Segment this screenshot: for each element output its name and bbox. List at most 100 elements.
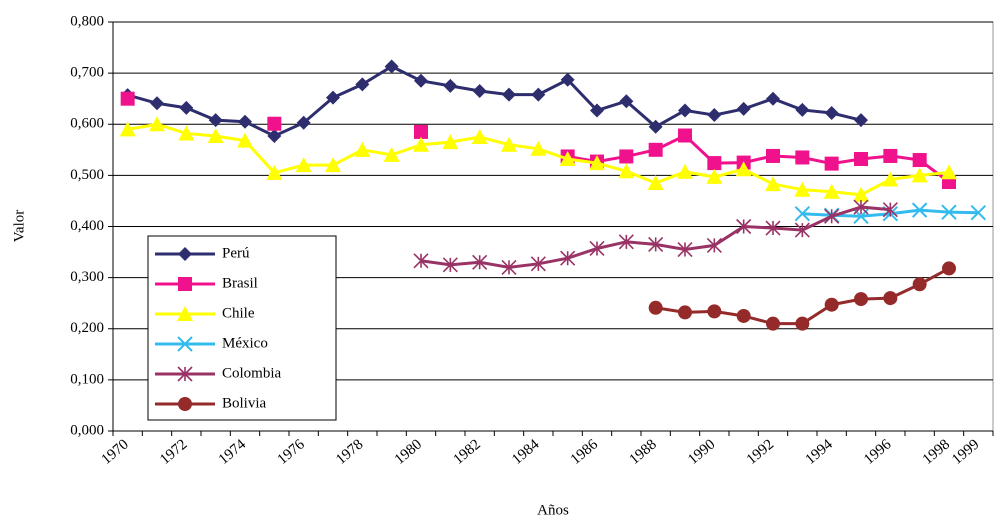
marker: [706, 237, 722, 253]
x-tick-label: 1976: [275, 436, 309, 468]
marker: [559, 151, 576, 167]
marker: [854, 292, 868, 307]
x-tick-label: 1990: [685, 436, 718, 468]
marker: [824, 156, 839, 171]
marker: [911, 167, 928, 183]
marker: [149, 116, 165, 132]
marker: [912, 277, 927, 292]
x-tick-label: 1972: [157, 436, 190, 468]
marker: [531, 87, 546, 102]
marker: [766, 91, 780, 106]
marker: [795, 316, 810, 331]
marker: [795, 102, 810, 117]
marker: [941, 164, 957, 180]
marker: [736, 101, 751, 116]
marker: [736, 218, 752, 235]
marker: [823, 183, 840, 199]
x-tick-label: 1986: [568, 436, 602, 468]
marker: [766, 148, 780, 163]
marker: [854, 113, 868, 128]
marker: [502, 87, 516, 102]
marker: [179, 100, 194, 115]
x-tick-label: 1999: [949, 436, 982, 468]
marker: [707, 304, 722, 319]
marker: [824, 297, 839, 312]
y-tick-label: 0,000: [70, 422, 104, 438]
marker: [177, 306, 193, 321]
y-tick-label: 0,200: [70, 320, 104, 336]
marker: [854, 152, 868, 167]
marker: [178, 277, 192, 291]
marker: [706, 168, 723, 184]
x-tick-label: 1994: [803, 436, 837, 468]
x-tick-label: 1980: [392, 436, 425, 468]
marker: [678, 305, 692, 320]
marker: [237, 132, 253, 148]
marker: [677, 241, 693, 258]
marker: [648, 142, 663, 157]
legend-label: México: [222, 335, 268, 351]
y-tick-label: 0,800: [70, 13, 104, 29]
x-tick-label: 1974: [216, 436, 250, 468]
marker: [472, 84, 487, 99]
y-tick-label: 0,400: [70, 218, 104, 234]
marker: [853, 199, 869, 215]
marker: [941, 204, 957, 220]
marker: [267, 129, 282, 144]
marker: [325, 157, 341, 173]
marker: [678, 103, 692, 118]
y-tick-label: 0,600: [70, 116, 104, 132]
marker: [354, 141, 371, 157]
marker: [413, 136, 429, 152]
marker: [678, 128, 692, 143]
marker: [501, 136, 517, 152]
x-tick-label: 1988: [627, 436, 660, 468]
marker: [589, 155, 605, 171]
marker: [589, 240, 605, 257]
legend-label: Chile: [222, 305, 255, 321]
marker: [619, 94, 634, 109]
marker: [355, 77, 370, 92]
marker: [824, 208, 840, 224]
x-tick-label: 1998: [920, 436, 953, 468]
marker: [178, 247, 192, 261]
legend-label: Colombia: [222, 365, 282, 381]
marker: [150, 96, 164, 111]
x-tick-label: 1984: [509, 436, 543, 468]
marker: [384, 59, 399, 74]
marker: [530, 256, 546, 272]
marker: [442, 257, 458, 273]
marker: [618, 163, 635, 179]
marker: [707, 108, 722, 123]
marker: [911, 202, 928, 218]
marker: [794, 222, 810, 238]
series-line: [127, 64, 862, 138]
marker: [471, 129, 488, 145]
marker: [883, 291, 898, 306]
marker: [882, 202, 898, 218]
marker: [296, 115, 311, 130]
marker: [119, 121, 136, 137]
marker: [442, 134, 459, 150]
series-line: [655, 267, 950, 326]
x-tick-label: 1996: [861, 436, 895, 468]
marker: [647, 175, 664, 191]
marker: [618, 234, 634, 250]
marker: [648, 300, 663, 315]
marker: [648, 119, 663, 134]
marker: [735, 161, 752, 177]
marker: [177, 336, 193, 352]
marker: [942, 261, 956, 276]
marker: [677, 163, 693, 179]
legend-label: Bolivia: [222, 395, 267, 411]
y-axis-label: Valor: [11, 210, 27, 243]
marker: [443, 78, 458, 93]
legend-box: [147, 235, 337, 421]
marker: [560, 72, 575, 87]
marker: [472, 254, 488, 270]
marker: [414, 124, 428, 139]
marker: [178, 125, 195, 141]
marker: [795, 150, 810, 165]
x-tick-label: 1992: [744, 436, 777, 468]
